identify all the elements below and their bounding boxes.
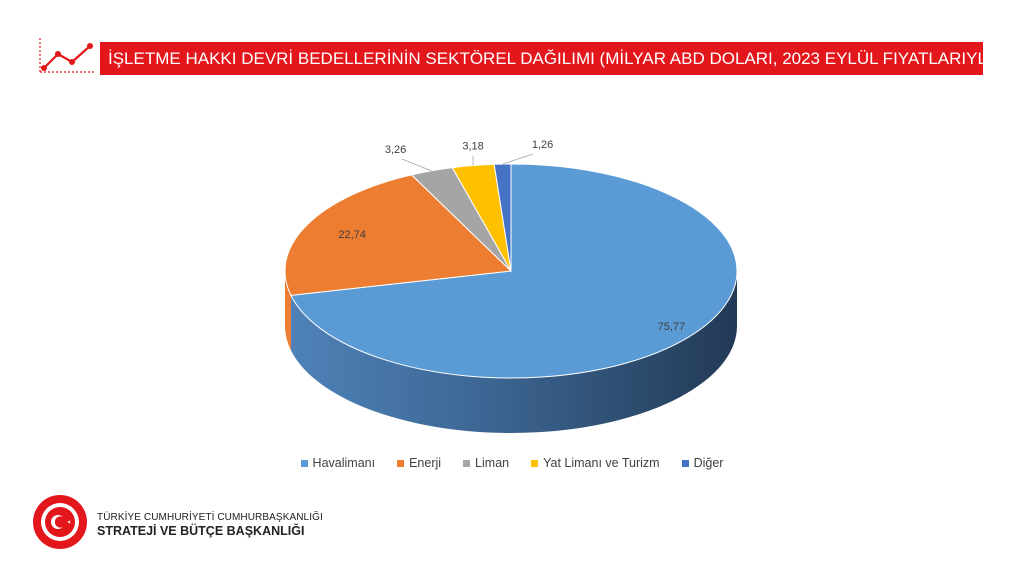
legend-swatch <box>531 459 539 467</box>
org-line2: STRATEJİ VE BÜTÇE BAŞKANLIĞI <box>97 524 305 538</box>
leader-line-liman <box>401 158 432 172</box>
line-chart-icon <box>39 38 94 73</box>
sbb-logo <box>33 495 87 549</box>
legend-label: Liman <box>475 456 510 470</box>
legend-label: Enerji <box>409 456 442 470</box>
data-label-diger: 1,26 <box>532 139 553 151</box>
org-line1: TÜRKİYE CUMHURİYETİ CUMHURBAŞKANLIĞI <box>97 512 323 523</box>
legend-item-liman: Liman <box>463 456 509 470</box>
legend-item-diger: Diğer <box>681 456 724 470</box>
legend-label: Diğer <box>693 456 724 470</box>
legend-swatch <box>681 459 689 467</box>
page-title: İŞLETME HAKKI DEVRİ BEDELLERİNİN SEKTÖRE… <box>100 42 983 75</box>
legend-item-enerji: Enerji <box>397 456 441 470</box>
data-label-enerji: 22,74 <box>338 229 366 241</box>
data-label-liman: 3,26 <box>385 144 406 156</box>
pie-slice-enerji <box>284 174 513 296</box>
legend-item-havalimani: Havalimanı <box>300 456 376 470</box>
data-label-havalimani: 75,77 <box>658 321 686 333</box>
legend-label: Yat Limanı ve Turizm <box>543 456 660 470</box>
data-label-yat-limani-ve-turizm: 3,18 <box>462 141 483 153</box>
leader-line-diger <box>502 153 533 165</box>
pie-side-enerji <box>285 271 291 351</box>
chart-legend: Havalimanı Enerji Liman Yat Limanı ve Turiz… <box>0 456 1024 470</box>
legend-swatch <box>463 459 471 467</box>
organization-name: TÜRKİYE CUMHURİYETİ CUMHURBAŞKANLIĞI STR… <box>97 512 323 538</box>
pie-slice-havalimani <box>290 163 738 379</box>
pie-side-havalimani <box>290 271 737 433</box>
legend-swatch <box>397 459 405 467</box>
legend-item-yat-limani-ve-turizm: Yat Limanı ve Turizm <box>531 456 660 470</box>
legend-label: Havalimanı <box>312 456 376 470</box>
legend-swatch <box>300 459 308 467</box>
